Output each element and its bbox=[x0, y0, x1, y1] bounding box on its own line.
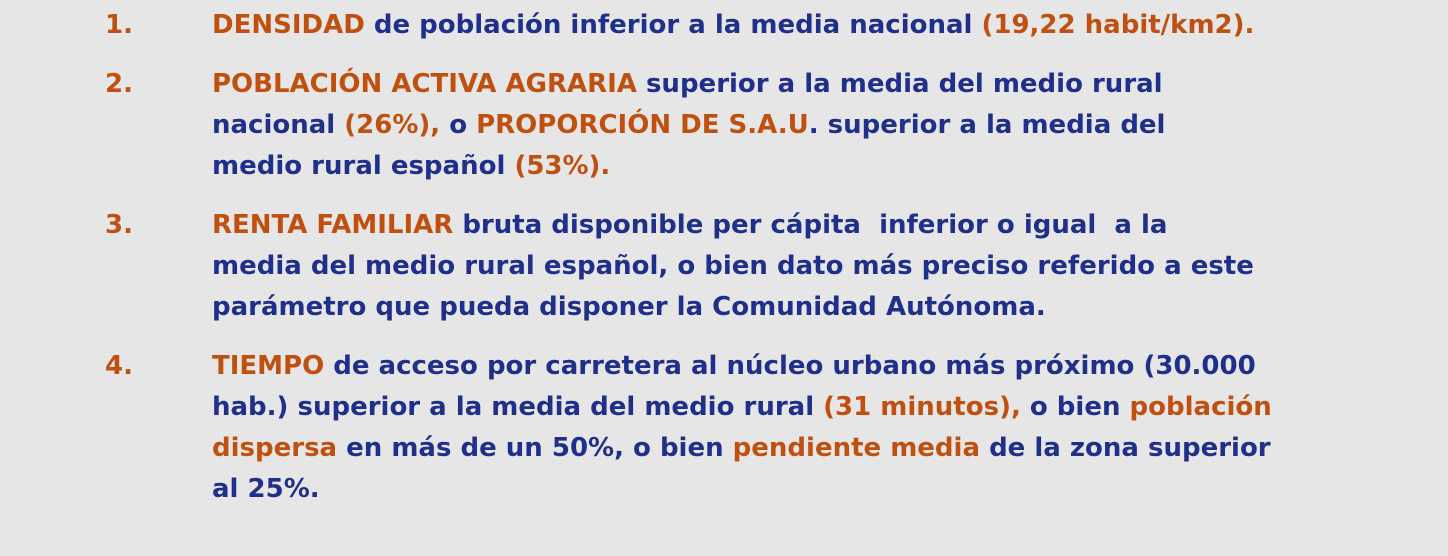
item-number: 4. bbox=[105, 351, 133, 381]
text-segment: PROPORCIÓN DE S.A.U bbox=[476, 110, 809, 140]
text-segment: pendiente media bbox=[732, 433, 981, 463]
text-segment: (19,22 habit/km2). bbox=[981, 10, 1255, 40]
list-item: 3. RENTA FAMILIAR bruta disponible per cá… bbox=[0, 205, 1448, 328]
text-line: TIEMPO de acceso por carretera al núcleo… bbox=[212, 346, 1448, 387]
text-segment: superior a la media del medio rural bbox=[636, 69, 1163, 99]
list-item: 2. POBLACIÓN ACTIVA AGRARIA superior a la… bbox=[0, 64, 1448, 187]
text-segment: RENTA FAMILIAR bbox=[212, 210, 454, 240]
text-segment: de población inferior a la media naciona… bbox=[364, 10, 982, 40]
text-segment: de acceso por carretera al núcleo urbano… bbox=[324, 351, 1256, 381]
text-segment: (31 minutos), bbox=[823, 392, 1021, 422]
list-item: 4. TIEMPO de acceso por carretera al núcl… bbox=[0, 346, 1448, 510]
text-line: nacional (26%), o PROPORCIÓN DE S.A.U. s… bbox=[212, 105, 1448, 146]
text-line: al 25%. bbox=[212, 469, 1448, 510]
text-segment: media del medio rural español, o bien da… bbox=[212, 251, 1254, 281]
text-segment: bruta disponible per cápita inferior o i… bbox=[453, 210, 1168, 240]
text-segment: DENSIDAD bbox=[212, 10, 365, 40]
text-segment: TIEMPO bbox=[212, 351, 325, 381]
text-segment: o bien bbox=[1020, 392, 1130, 422]
text-segment: población bbox=[1129, 392, 1272, 422]
text-line: medio rural español (53%). bbox=[212, 146, 1448, 187]
text-segment: dispersa bbox=[212, 433, 338, 463]
text-line: DENSIDAD de población inferior a la medi… bbox=[212, 5, 1448, 46]
text-segment: nacional bbox=[212, 110, 345, 140]
text-line: media del medio rural español, o bien da… bbox=[212, 246, 1448, 287]
item-number: 2. bbox=[105, 69, 133, 99]
text-segment: hab.) superior a la media del medio rura… bbox=[212, 392, 824, 422]
list-item: 1. DENSIDAD de población inferior a la me… bbox=[0, 5, 1448, 46]
item-number: 3. bbox=[105, 210, 133, 240]
text-segment: . superior a la media del bbox=[808, 110, 1166, 140]
text-line: parámetro que pueda disponer la Comunida… bbox=[212, 287, 1448, 328]
text-segment: (26%), bbox=[344, 110, 441, 140]
text-line: dispersa en más de un 50%, o bien pendie… bbox=[212, 428, 1448, 469]
text-segment: de la zona superior bbox=[980, 433, 1271, 463]
text-segment: o bbox=[440, 110, 477, 140]
text-line: hab.) superior a la media del medio rura… bbox=[212, 387, 1448, 428]
text-line: RENTA FAMILIAR bruta disponible per cápi… bbox=[212, 205, 1448, 246]
text-segment: (53%). bbox=[514, 151, 611, 181]
text-segment: en más de un 50%, o bien bbox=[337, 433, 733, 463]
text-segment: parámetro que pueda disponer la Comunida… bbox=[212, 292, 1046, 322]
text-segment: al 25%. bbox=[212, 474, 320, 504]
text-segment: POBLACIÓN ACTIVA AGRARIA bbox=[212, 69, 637, 99]
text-segment: medio rural español bbox=[212, 151, 515, 181]
item-number: 1. bbox=[105, 10, 133, 40]
text-line: POBLACIÓN ACTIVA AGRARIA superior a la m… bbox=[212, 64, 1448, 105]
